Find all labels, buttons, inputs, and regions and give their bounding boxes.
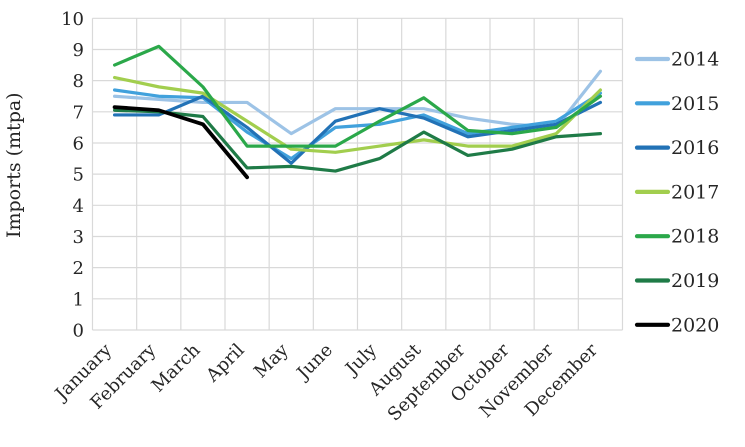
legend-label-2018: 2018 (671, 226, 719, 248)
gridlines (91, 17, 624, 331)
legend-label-2019: 2019 (671, 270, 719, 292)
y-tick-label-4: 4 (73, 196, 84, 217)
y-tick-label-10: 10 (61, 9, 84, 30)
x-tick-label-june: June (292, 340, 337, 385)
legend-entry-2019: 2019 (634, 270, 719, 292)
legend-label-2020: 2020 (671, 314, 719, 336)
y-axis-title: Imports (mtpa) (3, 92, 25, 238)
y-axis-labels: 0 1 2 3 4 5 6 7 8 9 10 (61, 9, 84, 342)
y-tick-label-5: 5 (73, 165, 84, 186)
legend-label-2017: 2017 (671, 181, 719, 203)
legend-label-2014: 2014 (671, 49, 719, 71)
legend-entry-2016: 2016 (634, 137, 719, 159)
series-line-2018 (112, 44, 603, 148)
series-line-2019 (112, 108, 603, 173)
legend-entry-2020: 2020 (634, 314, 719, 336)
series-line-2016 (112, 94, 603, 165)
legend-entry-2014: 2014 (634, 49, 719, 71)
legend-label-2016: 2016 (671, 137, 719, 159)
series-line-2020 (112, 105, 249, 180)
legend-entry-2017: 2017 (634, 181, 719, 203)
y-tick-label-0: 0 (73, 321, 84, 342)
y-tick-label-6: 6 (73, 133, 84, 154)
series-line-2017 (112, 75, 603, 154)
legend-entry-2018: 2018 (634, 226, 719, 248)
plot-series (112, 44, 603, 180)
legend: 2014 2015 2016 2017 2018 2019 2020 (634, 49, 719, 336)
x-tick-label-april: April (201, 340, 248, 387)
legend-label-2015: 2015 (671, 93, 719, 115)
y-tick-label-9: 9 (73, 40, 84, 61)
series-line-2015 (112, 88, 603, 161)
x-tick-label-march: March (148, 339, 205, 396)
legend-entry-2015: 2015 (634, 93, 719, 115)
y-tick-label-2: 2 (73, 258, 84, 279)
y-tick-label-1: 1 (73, 289, 84, 310)
x-tick-label-may: May (250, 339, 293, 382)
y-tick-label-7: 7 (73, 102, 84, 123)
y-tick-label-3: 3 (73, 227, 84, 248)
y-tick-label-8: 8 (73, 71, 84, 92)
